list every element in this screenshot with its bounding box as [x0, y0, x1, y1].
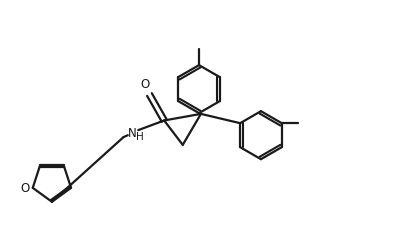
Text: N: N — [128, 126, 137, 139]
Text: H: H — [135, 132, 143, 141]
Text: O: O — [140, 78, 149, 90]
Text: O: O — [20, 182, 30, 195]
